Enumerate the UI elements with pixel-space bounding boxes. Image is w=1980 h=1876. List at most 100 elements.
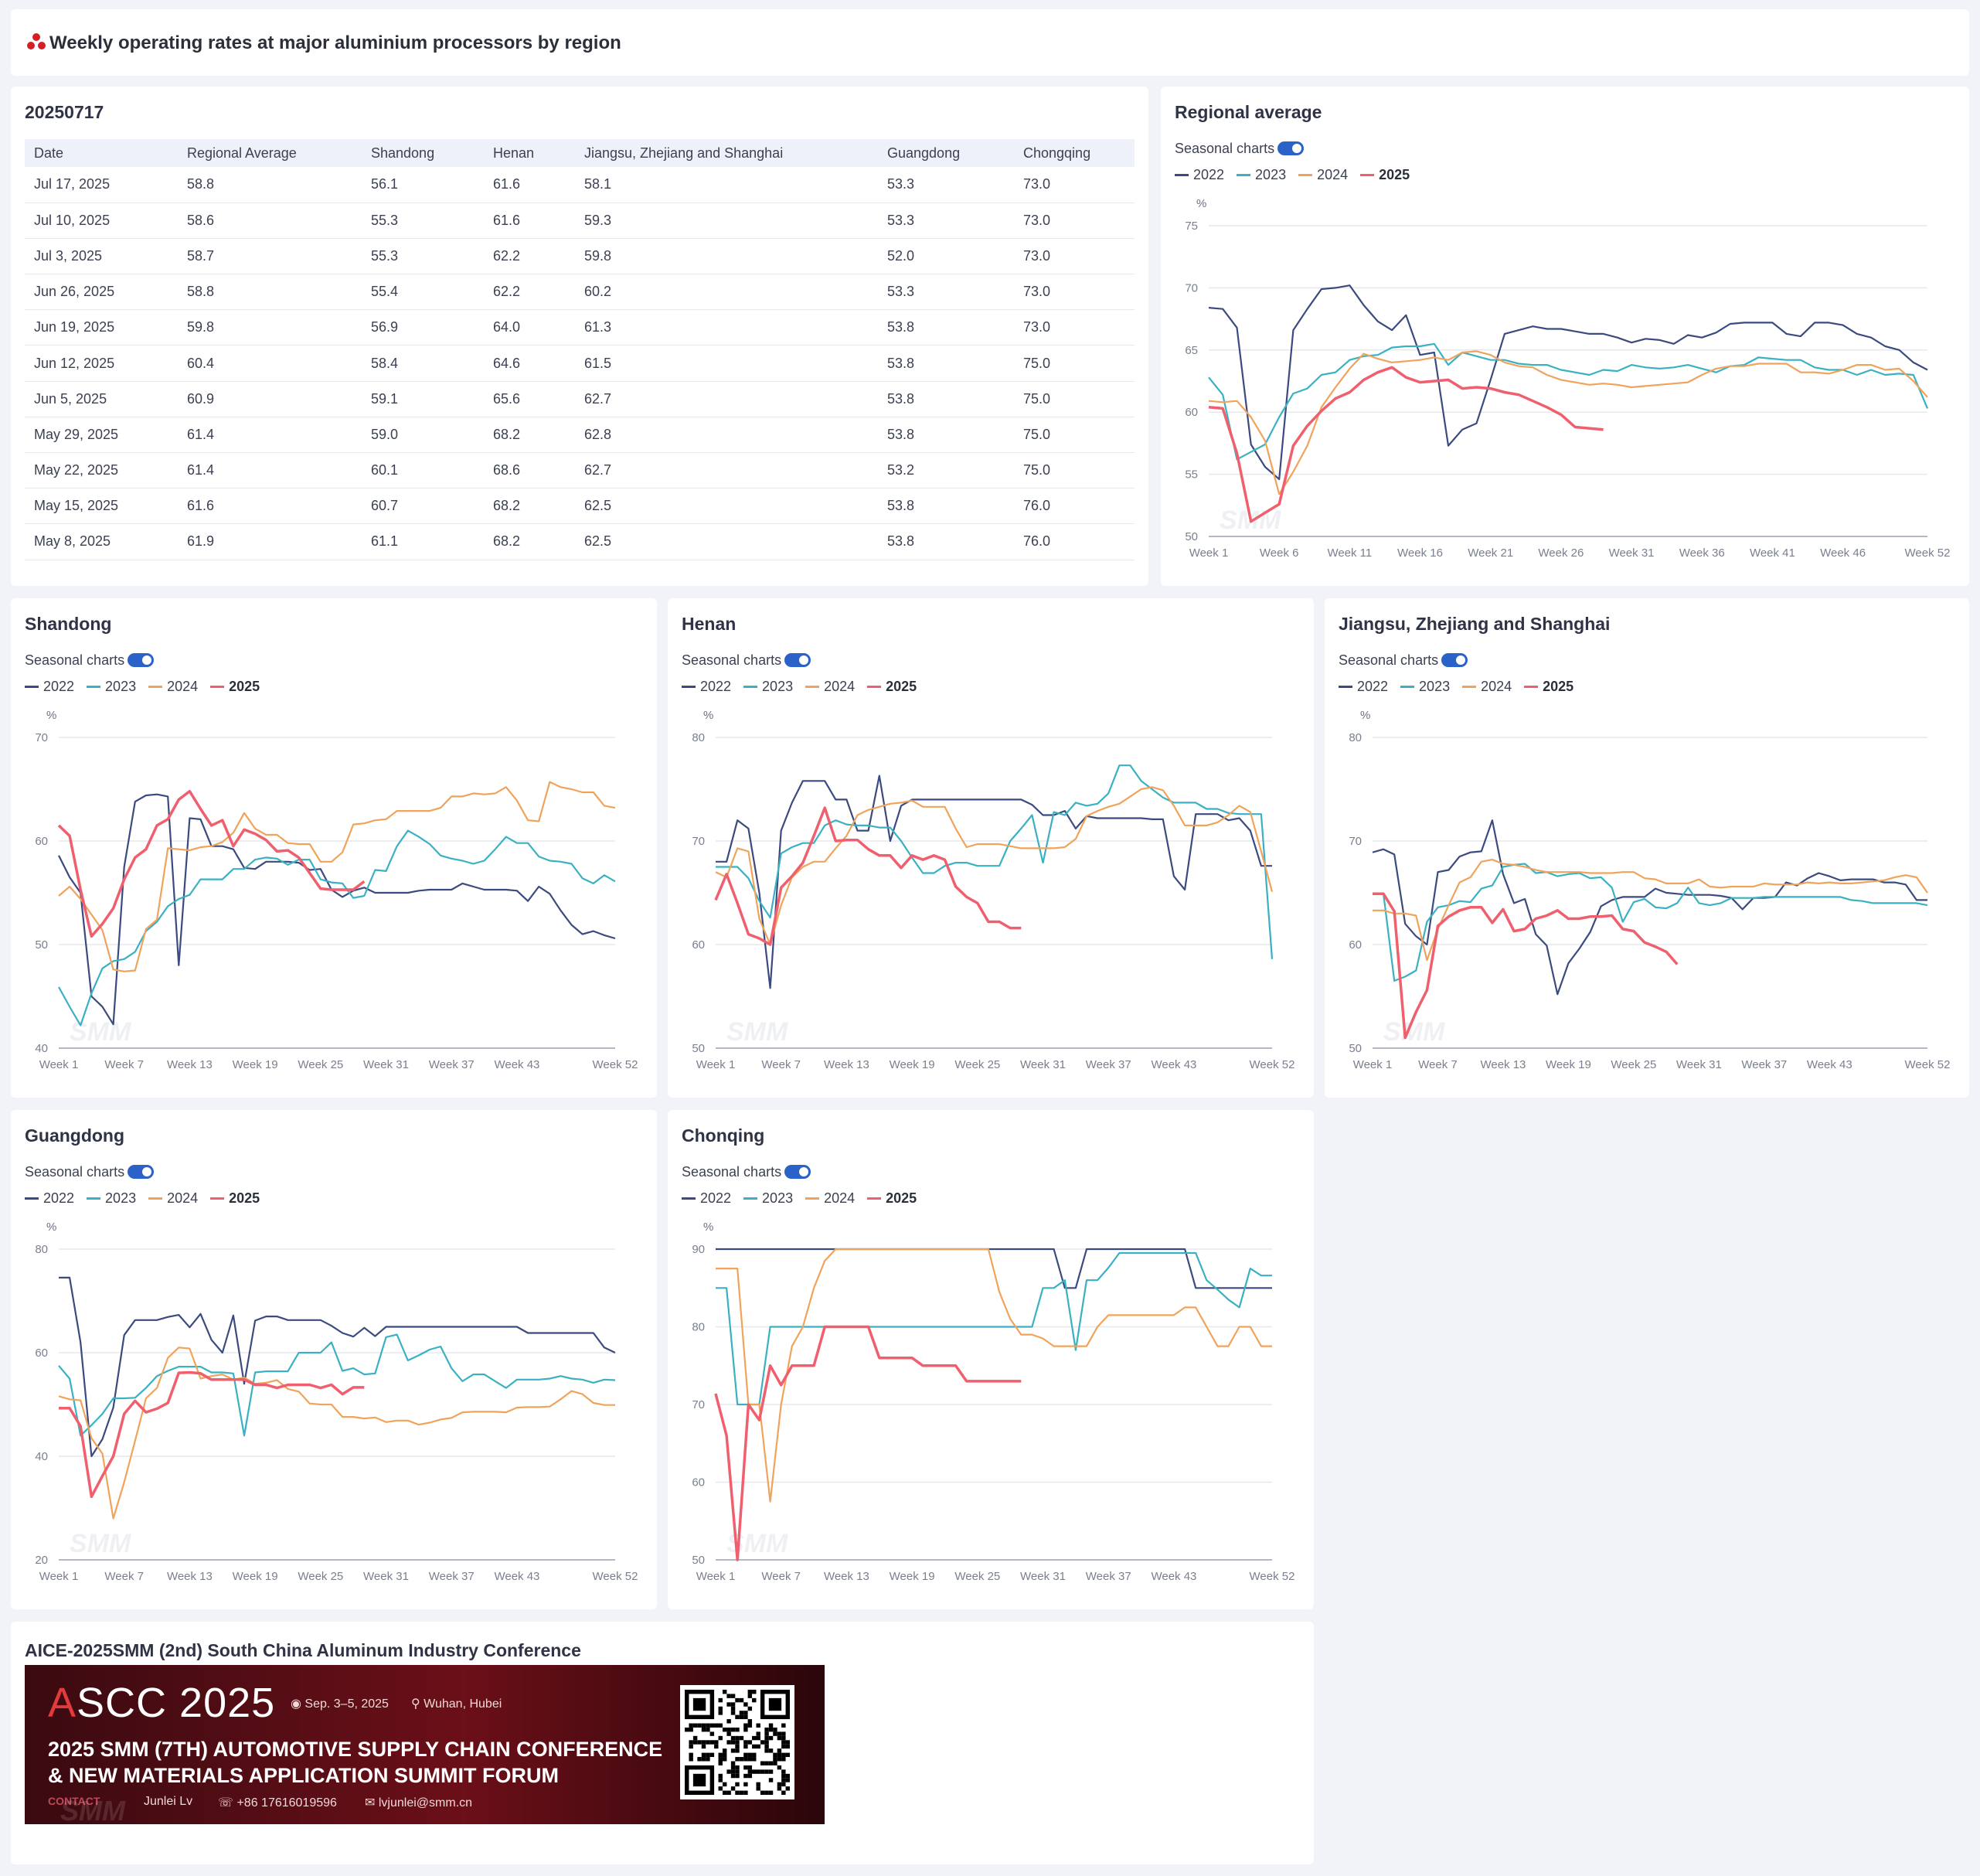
x-tick-label: Week 11 xyxy=(1327,546,1372,560)
legend-item-2022[interactable]: 2022 xyxy=(682,679,731,695)
y-tick-label: 75 xyxy=(1185,220,1198,233)
y-tick-label: 60 xyxy=(1349,938,1362,952)
table-header-row: Date Regional Average Shandong Henan Jia… xyxy=(25,139,1135,167)
row-value-cell: 59.8 xyxy=(575,238,878,275)
qr-code xyxy=(680,1685,794,1799)
conference-banner[interactable]: ASCC 2025 ◉ Sep. 3–5, 2025 ⚲ Wuhan, Hube… xyxy=(25,1665,825,1824)
x-tick-label: Week 7 xyxy=(761,1058,801,1071)
legend-item-2022[interactable]: 2022 xyxy=(25,679,74,695)
legend-swatch-icon xyxy=(1175,174,1189,176)
legend-item-2022[interactable]: 2022 xyxy=(1175,167,1224,183)
row-value-cell: 61.3 xyxy=(575,309,878,346)
column-header: Shandong xyxy=(362,139,484,167)
data-table-card: 20250717 Date Regional Average Shandong … xyxy=(11,87,1148,586)
legend-item-2023[interactable]: 2023 xyxy=(743,1190,793,1207)
row-value-cell: 56.9 xyxy=(362,309,484,346)
toggle-switch-icon[interactable] xyxy=(1277,141,1305,155)
contact-name: Junlei Lv xyxy=(144,1795,193,1808)
smm-logo-icon xyxy=(27,33,46,49)
legend-item-2024[interactable]: 2024 xyxy=(148,679,198,695)
row-value-cell: 62.8 xyxy=(575,417,878,454)
x-tick-label: Week 13 xyxy=(824,1570,869,1583)
location-pin-icon: ⚲ xyxy=(411,1697,424,1711)
legend-item-2025[interactable]: 2025 xyxy=(1360,167,1410,183)
legend-item-2023[interactable]: 2023 xyxy=(1400,679,1450,695)
legend-item-2024[interactable]: 2024 xyxy=(148,1190,198,1207)
row-value-cell: 73.0 xyxy=(1014,203,1135,239)
table-row: Jul 3, 2025 58.7 55.3 62.2 59.8 52.0 73.0 xyxy=(25,238,1135,275)
legend-item-2024[interactable]: 2024 xyxy=(805,679,855,695)
row-value-cell: 73.0 xyxy=(1014,167,1135,203)
legend-item-2024[interactable]: 2024 xyxy=(1462,679,1512,695)
toggle-switch-icon[interactable] xyxy=(128,1165,155,1179)
row-value-cell: 60.2 xyxy=(575,274,878,311)
legend-label: 2022 xyxy=(1193,167,1225,182)
row-value-cell: 64.6 xyxy=(484,345,575,382)
row-value-cell: 52.0 xyxy=(878,238,1014,275)
seasonal-charts-toggle[interactable]: Seasonal charts xyxy=(25,1164,155,1180)
promo-title: AICE-2025SMM (2nd) South China Aluminum … xyxy=(25,1640,581,1660)
row-value-cell: 58.4 xyxy=(362,345,484,382)
row-value-cell: 61.6 xyxy=(178,488,362,525)
series-line-2024 xyxy=(1373,859,1928,962)
legend-item-2025[interactable]: 2025 xyxy=(210,679,260,695)
row-value-cell: 76.0 xyxy=(1014,488,1135,525)
seasonal-charts-toggle[interactable]: Seasonal charts xyxy=(1339,652,1468,669)
row-value-cell: 59.8 xyxy=(178,309,362,346)
legend-item-2022[interactable]: 2022 xyxy=(682,1190,731,1207)
series-line-2025 xyxy=(57,789,366,938)
legend-label: 2024 xyxy=(167,1190,199,1206)
y-tick-label: 70 xyxy=(692,835,705,848)
legend-item-2025[interactable]: 2025 xyxy=(867,679,917,695)
row-value-cell: 53.8 xyxy=(878,309,1014,346)
row-value-cell: 60.1 xyxy=(362,452,484,489)
legend-item-2022[interactable]: 2022 xyxy=(25,1190,74,1207)
table-row: May 15, 2025 61.6 60.7 68.2 62.5 53.8 76.0 xyxy=(25,488,1135,525)
y-tick-label: 80 xyxy=(692,1321,705,1334)
column-header: Date xyxy=(25,139,178,167)
toggle-switch-icon[interactable] xyxy=(784,653,811,667)
toggle-switch-icon[interactable] xyxy=(1441,653,1468,667)
row-value-cell: 62.5 xyxy=(575,488,878,525)
legend-label: 2023 xyxy=(1255,167,1287,182)
seasonal-charts-toggle[interactable]: Seasonal charts xyxy=(25,652,155,669)
legend-item-2025[interactable]: 2025 xyxy=(867,1190,917,1207)
row-date-cell: Jun 5, 2025 xyxy=(25,381,178,417)
row-value-cell: 61.4 xyxy=(178,417,362,454)
toggle-switch-icon[interactable] xyxy=(128,653,155,667)
legend-item-2025[interactable]: 2025 xyxy=(210,1190,260,1207)
seasonal-charts-toggle[interactable]: Seasonal charts xyxy=(1175,141,1305,157)
contact-label: CONTACT xyxy=(48,1795,100,1807)
legend-item-2025[interactable]: 2025 xyxy=(1524,679,1573,695)
series-line-2023 xyxy=(1208,342,1929,461)
table-row: May 29, 2025 61.4 59.0 68.2 62.8 53.8 75.0 xyxy=(25,417,1135,454)
row-value-cell: 62.2 xyxy=(484,274,575,311)
x-tick-label: Week 1 xyxy=(696,1058,736,1071)
legend-item-2023[interactable]: 2023 xyxy=(743,679,793,695)
y-tick-label: 50 xyxy=(35,938,48,952)
legend-item-2023[interactable]: 2023 xyxy=(87,679,136,695)
row-value-cell: 68.6 xyxy=(484,452,575,489)
legend-item-2024[interactable]: 2024 xyxy=(805,1190,855,1207)
seasonal-charts-toggle[interactable]: Seasonal charts xyxy=(682,652,811,669)
legend-swatch-icon xyxy=(25,686,39,688)
x-tick-label: Week 43 xyxy=(494,1058,539,1071)
legend-item-2023[interactable]: 2023 xyxy=(87,1190,136,1207)
y-unit-label: % xyxy=(1360,709,1370,722)
seasonal-label: Seasonal charts xyxy=(25,1164,125,1180)
legend-item-2022[interactable]: 2022 xyxy=(1339,679,1388,695)
toggle-switch-icon[interactable] xyxy=(784,1165,811,1179)
seasonal-charts-toggle[interactable]: Seasonal charts xyxy=(682,1164,811,1180)
banner-headline-2: & NEW MATERIALS APPLICATION SUMMIT FORUM xyxy=(48,1764,559,1787)
chart-legend: 2022 2023 2024 2025 xyxy=(682,1190,917,1207)
x-tick-label: Week 7 xyxy=(1418,1058,1458,1071)
row-value-cell: 62.7 xyxy=(575,381,878,417)
table-row: Jun 5, 2025 60.9 59.1 65.6 62.7 53.8 75.0 xyxy=(25,381,1135,417)
table-row: Jun 19, 2025 59.8 56.9 64.0 61.3 53.8 73.0 xyxy=(25,309,1135,346)
row-value-cell: 59.1 xyxy=(362,381,484,417)
legend-item-2024[interactable]: 2024 xyxy=(1298,167,1348,183)
chart-legend: 2022 2023 2024 2025 xyxy=(1175,167,1410,183)
series-line-2023 xyxy=(58,829,616,1027)
legend-item-2023[interactable]: 2023 xyxy=(1237,167,1286,183)
y-tick-label: 20 xyxy=(35,1554,48,1567)
